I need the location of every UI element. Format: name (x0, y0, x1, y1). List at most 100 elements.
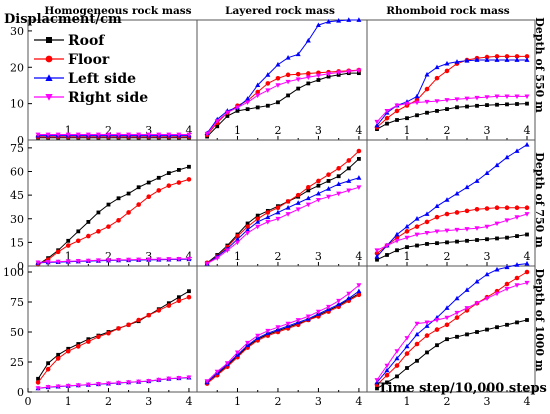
data-point-floor (106, 330, 111, 336)
data-point-left-side (464, 184, 470, 190)
data-point-roof (465, 104, 469, 109)
panel-frame (196, 139, 368, 267)
data-point-right-side (126, 132, 132, 138)
series-right-side (374, 212, 530, 253)
data-point-roof (357, 157, 361, 161)
data-point-right-side (116, 257, 122, 263)
series-line-roof (206, 72, 359, 137)
data-point-right-side (504, 218, 510, 224)
data-point-floor (75, 238, 81, 244)
data-point-roof (66, 238, 71, 243)
x-tick-label: 2 (105, 124, 112, 137)
data-point-right-side (404, 336, 410, 341)
series-right-side (35, 375, 192, 391)
series-line-floor (206, 294, 360, 384)
data-point-right-side (126, 380, 132, 385)
legend-entry-floor: Floor (34, 52, 110, 68)
y-tick-label: 0 (17, 386, 24, 399)
data-point-right-side (234, 350, 240, 356)
data-point-roof (235, 108, 240, 113)
data-point-left-side (245, 227, 251, 232)
data-point-floor (464, 208, 470, 214)
data-point-roof (346, 166, 351, 171)
legend-entry-roof: Roof (34, 33, 105, 49)
data-point-roof (395, 248, 399, 253)
data-point-right-side (265, 88, 271, 93)
data-point-right-side (404, 101, 410, 107)
data-point-right-side (444, 228, 450, 234)
data-point-left-side (474, 278, 480, 284)
data-point-roof (255, 105, 260, 110)
data-point-floor (306, 184, 311, 190)
data-point-right-side (285, 321, 291, 327)
data-point-right-side (394, 349, 400, 354)
data-point-floor (454, 315, 460, 320)
data-point-roof (505, 102, 509, 107)
data-point-right-side (504, 94, 510, 100)
data-point-roof (415, 113, 419, 118)
data-point-right-side (105, 258, 111, 263)
data-point-left-side (464, 58, 470, 63)
x-tick-label: 3 (145, 395, 152, 408)
data-point-right-side (295, 207, 301, 212)
data-point-left-side (444, 197, 450, 202)
series-line-left-side (206, 290, 360, 383)
data-point-floor (116, 326, 121, 331)
data-point-left-side (305, 37, 311, 43)
data-point-left-side (356, 17, 362, 22)
data-point-left-side (514, 148, 520, 153)
row-title-1000: Depth of 1000 m (533, 268, 546, 371)
data-point-floor (346, 158, 352, 163)
data-point-roof (126, 191, 131, 196)
data-point-right-side (336, 298, 342, 304)
data-point-floor (275, 205, 281, 211)
data-point-right-side (346, 69, 352, 75)
data-point-right-side (384, 243, 390, 249)
data-point-left-side (424, 323, 430, 328)
data-point-left-side (514, 262, 520, 267)
panel-homogeneous-1000m: 0 1 2 3 4 0 25 50 75 100 (3, 265, 198, 408)
data-point-floor (96, 229, 101, 234)
data-point-roof (395, 374, 399, 379)
data-point-roof (425, 242, 429, 246)
data-point-roof (306, 81, 311, 86)
series-right-side (35, 256, 192, 266)
data-point-left-side (336, 301, 342, 307)
data-point-right-side (454, 310, 460, 316)
data-point-right-side (186, 132, 192, 138)
x-tick-label: 1 (65, 395, 72, 408)
data-point-floor (434, 214, 440, 220)
data-point-left-side (464, 287, 470, 292)
data-point-floor (186, 177, 192, 182)
data-point-roof (485, 237, 489, 242)
data-point-right-side (305, 314, 311, 320)
series-line-roof (206, 158, 360, 264)
data-point-roof (176, 295, 181, 300)
data-point-roof (146, 180, 151, 185)
data-point-roof (255, 213, 260, 218)
data-point-floor (35, 380, 41, 385)
data-point-right-side (424, 231, 430, 236)
data-point-right-side (35, 260, 41, 266)
data-point-right-side (255, 93, 261, 99)
data-point-right-side (75, 259, 81, 264)
data-point-roof (86, 220, 91, 224)
data-point-right-side (444, 98, 450, 103)
data-point-roof (166, 171, 171, 175)
y-tick-label: 20 (10, 61, 24, 74)
y-axis-label: Displacment/cm (4, 12, 122, 27)
data-point-roof (296, 86, 301, 91)
data-point-right-side (414, 321, 420, 327)
data-point-right-side (474, 301, 480, 306)
data-point-right-side (35, 132, 41, 138)
data-point-floor (434, 75, 440, 81)
data-point-floor (524, 54, 530, 59)
series-line-floor (376, 55, 527, 128)
data-point-floor (356, 292, 362, 298)
data-point-roof (96, 210, 101, 215)
data-point-right-side (265, 220, 271, 225)
series-roof (36, 289, 191, 381)
data-point-right-side (514, 94, 520, 100)
x-tick-label: 2 (444, 395, 451, 408)
